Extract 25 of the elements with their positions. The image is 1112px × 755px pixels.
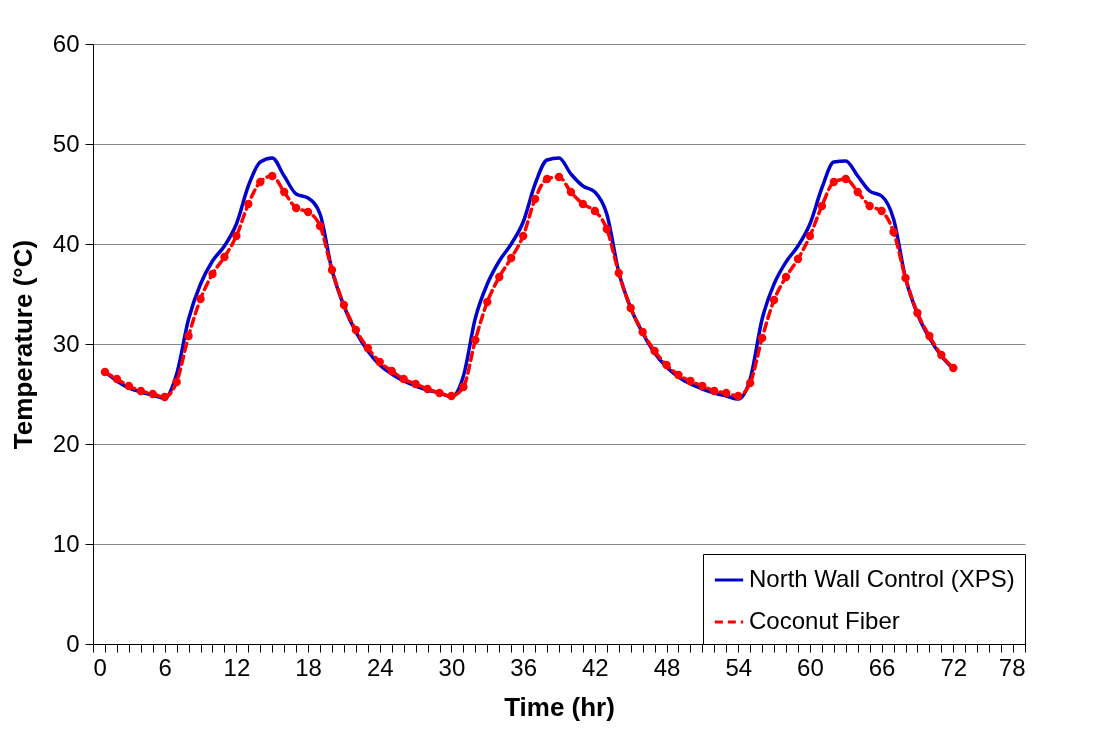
x-tick-label: 60 bbox=[797, 653, 824, 681]
x-tick-label: 66 bbox=[868, 653, 896, 681]
y-axis-title: Temperature (°C) bbox=[7, 239, 38, 450]
x-tick-label: 48 bbox=[653, 653, 681, 681]
x-tick-label: 24 bbox=[366, 653, 394, 681]
y-tick-label: 40 bbox=[52, 229, 80, 257]
x-tick-label: 12 bbox=[223, 653, 251, 681]
legend-label: Coconut Fiber bbox=[749, 607, 900, 634]
legend-label: North Wall Control (XPS) bbox=[749, 565, 1015, 592]
y-tick-label: 20 bbox=[52, 429, 80, 457]
x-tick-label: 78 bbox=[998, 653, 1026, 681]
x-tick-label: 54 bbox=[725, 653, 753, 681]
x-tick-label: 72 bbox=[940, 653, 968, 681]
x-tick-label: 0 bbox=[93, 653, 107, 681]
y-tick-label: 50 bbox=[52, 129, 80, 157]
x-tick-label: 36 bbox=[510, 653, 538, 681]
y-tick-label: 30 bbox=[52, 329, 80, 357]
y-tick-label: 10 bbox=[52, 529, 80, 557]
y-tick-label: 0 bbox=[66, 629, 80, 657]
x-tick-label: 6 bbox=[158, 653, 172, 681]
x-tick-label: 42 bbox=[581, 653, 609, 681]
x-axis-title: Time (hr) bbox=[504, 691, 615, 722]
x-tick-label: 30 bbox=[438, 653, 466, 681]
y-tick-label: 60 bbox=[52, 29, 80, 57]
x-tick-label: 18 bbox=[295, 653, 322, 681]
